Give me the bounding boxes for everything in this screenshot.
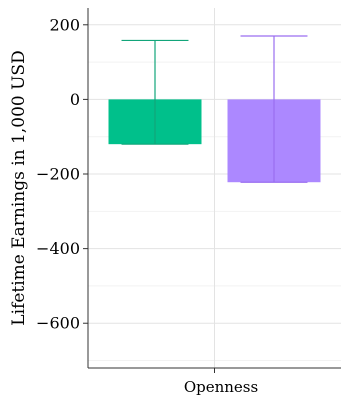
y-tick-label: 200 [49, 15, 80, 34]
bars-layer [108, 35, 321, 183]
y-tick-label: 0 [70, 90, 80, 109]
y-axis-title: Lifetime Earnings in 1,000 USD [9, 50, 29, 325]
y-tick-label: −600 [36, 314, 80, 333]
y-tick-label: −200 [36, 165, 80, 184]
grid-layer [88, 8, 341, 368]
x-tick-label-openness: Openness [184, 378, 258, 396]
ticks-layer: 200 0 −200 −400 −600 [36, 15, 215, 373]
y-tick-label: −400 [36, 239, 80, 258]
